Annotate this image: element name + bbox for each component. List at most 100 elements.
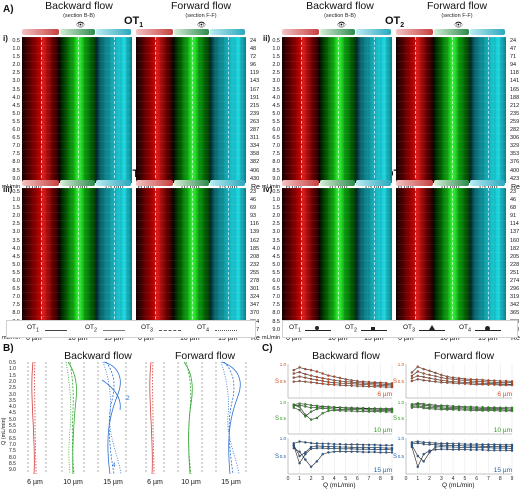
data-point [410,379,414,383]
data-point [309,381,313,384]
flow-tick: 5.0 [12,110,20,117]
data-point [315,416,319,420]
c-ylabel: S [275,379,279,385]
re-value: 119 [250,70,259,77]
re-value: 191 [250,94,260,101]
data-point [475,383,478,386]
data-point [481,446,484,449]
data-point [410,371,414,374]
re-value: 182 [510,245,520,252]
re-value: 382 [250,159,260,166]
size-label-15: 15 µm [104,335,124,342]
panel-b-ytick: 6.5 [9,435,16,442]
data-point [356,450,359,453]
flow-tick: 5.0 [272,110,280,117]
flow-tick: 3.5 [12,86,20,93]
data-point [292,368,295,372]
data-point [315,442,319,445]
data-point [333,409,336,412]
data-point [309,441,313,445]
data-point [292,376,295,379]
data-point [367,447,371,451]
re-value: 282 [510,127,520,134]
re-value: 68 [510,205,517,212]
data-point [499,409,502,413]
flow-tick: 8.0 [12,159,20,166]
data-point [434,445,437,449]
flow-tick: 2.5 [272,70,280,77]
flow-tick: 8.5 [272,167,280,174]
re-value: 287 [250,127,260,134]
color-gradient-bar [22,29,59,35]
data-point [304,453,307,456]
flow-tick: 4.0 [272,94,280,101]
data-point [333,379,336,382]
centerline [488,188,489,334]
series-line [293,367,393,384]
re-value: 212 [510,102,520,109]
re-value: 23 [510,189,517,195]
data-point [504,446,508,450]
re-value: 306 [510,135,520,142]
data-point [385,448,388,451]
data-point [361,450,365,454]
re-value: 167 [250,86,260,93]
data-point [434,448,437,451]
data-point [422,375,425,379]
data-point [338,447,342,450]
data-point [309,374,313,377]
ot2-label: OT2 [385,15,405,30]
data-point [292,406,295,409]
data-point [298,370,301,374]
data-point [356,382,359,386]
data-point [451,378,455,381]
data-point [321,379,324,383]
flow-tick: 3.5 [272,237,280,244]
series-line [293,445,393,464]
sub-label-i: i) [3,34,8,43]
data-point [410,445,414,449]
data-point [333,447,336,450]
re-value: 72 [250,54,257,61]
re-label: Re [251,184,260,191]
data-point [304,380,307,383]
data-point [463,408,467,412]
size-label-6: 6 µm [138,335,154,342]
size-label-10: 10 µm [180,335,200,342]
flow-tick: 3.0 [272,78,280,85]
c-ytick: 0.5 [280,454,287,459]
re-value: 94 [510,62,517,69]
data-point [440,445,443,448]
flow-tick: 4.5 [12,253,20,260]
flow-tick: 7.0 [12,143,20,150]
centerline [452,37,453,183]
centerline [114,188,115,334]
flow-tick: 0.5 [272,38,280,44]
data-point [321,442,324,445]
panel-b-ytick: 3.5 [9,397,16,404]
centerline [415,188,416,334]
panel-b-annot-2: 2 [126,395,130,402]
data-point [422,367,425,371]
centerline [301,188,302,334]
flow-tick: 9.0 [12,175,20,182]
data-point [451,448,455,451]
data-point [344,443,347,446]
data-point [315,444,319,448]
panel-c-forward-title: Forward flow [433,350,495,362]
data-point [457,408,461,412]
c-ytick: 1.0 [398,436,405,441]
color-gradient-bar [136,180,173,186]
c-xtick: 3 [321,476,324,482]
c-xtick: 6 [475,476,478,482]
flow-tick: 6.0 [272,278,280,285]
data-point [390,444,394,447]
panel-b-ytick: 1.5 [9,372,16,379]
data-point [422,460,425,463]
data-point [333,383,336,386]
data-point [327,409,330,413]
re-value: 228 [510,261,520,268]
data-point [292,444,295,448]
panel-b-ytick: 5.0 [9,416,16,423]
sub-label-iv: iv) [263,185,273,194]
